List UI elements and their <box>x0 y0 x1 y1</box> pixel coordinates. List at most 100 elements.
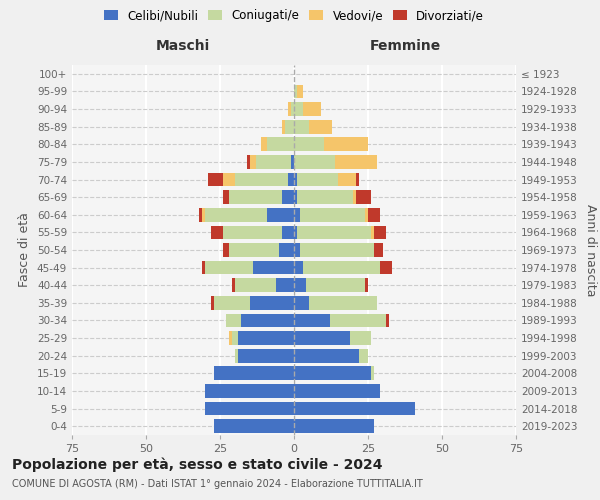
Bar <box>247 155 250 169</box>
Bar <box>300 208 365 222</box>
Bar <box>356 190 371 204</box>
Bar <box>297 172 338 186</box>
Bar <box>202 260 205 274</box>
Bar <box>226 314 241 328</box>
Bar <box>309 120 332 134</box>
Bar <box>294 331 350 345</box>
Bar <box>282 190 294 204</box>
Bar <box>214 366 294 380</box>
Bar <box>250 155 256 169</box>
Bar <box>268 208 294 222</box>
Bar <box>368 208 380 222</box>
Bar <box>380 260 392 274</box>
Y-axis label: Anni di nascita: Anni di nascita <box>584 204 597 296</box>
Bar <box>300 243 374 257</box>
Bar <box>223 226 282 239</box>
Bar <box>371 366 374 380</box>
Bar <box>303 102 320 116</box>
Bar <box>205 384 294 398</box>
Bar <box>294 366 371 380</box>
Bar <box>294 260 303 274</box>
Bar <box>371 226 374 239</box>
Bar <box>241 314 294 328</box>
Y-axis label: Fasce di età: Fasce di età <box>19 212 31 288</box>
Bar <box>232 331 238 345</box>
Bar <box>291 102 294 116</box>
Bar <box>223 172 235 186</box>
Bar <box>359 349 368 362</box>
Bar <box>350 331 371 345</box>
Bar <box>253 260 294 274</box>
Bar <box>232 278 235 292</box>
Bar <box>229 190 282 204</box>
Bar <box>202 208 205 222</box>
Bar <box>353 190 356 204</box>
Bar <box>294 402 415 415</box>
Bar <box>288 172 294 186</box>
Bar <box>229 331 232 345</box>
Bar <box>374 243 383 257</box>
Bar <box>294 155 335 169</box>
Bar <box>291 155 294 169</box>
Bar <box>294 314 329 328</box>
Bar <box>208 172 223 186</box>
Bar <box>199 208 202 222</box>
Text: Popolazione per età, sesso e stato civile - 2024: Popolazione per età, sesso e stato civil… <box>12 458 383 472</box>
Text: COMUNE DI AGOSTA (RM) - Dati ISTAT 1° gennaio 2024 - Elaborazione TUTTITALIA.IT: COMUNE DI AGOSTA (RM) - Dati ISTAT 1° ge… <box>12 479 423 489</box>
Bar <box>223 243 229 257</box>
Bar <box>356 172 359 186</box>
Bar <box>238 349 294 362</box>
Text: Maschi: Maschi <box>156 38 210 52</box>
Bar <box>294 120 309 134</box>
Bar <box>306 278 365 292</box>
Legend: Celibi/Nubili, Coniugati/e, Vedovi/e, Divorziati/e: Celibi/Nubili, Coniugati/e, Vedovi/e, Di… <box>99 4 489 26</box>
Bar <box>282 120 285 134</box>
Bar <box>294 349 359 362</box>
Bar <box>276 278 294 292</box>
Bar <box>282 226 294 239</box>
Bar <box>329 314 386 328</box>
Bar <box>262 138 268 151</box>
Bar <box>235 278 276 292</box>
Bar <box>365 278 368 292</box>
Bar <box>214 420 294 433</box>
Bar <box>211 226 223 239</box>
Bar <box>386 314 389 328</box>
Bar <box>235 172 288 186</box>
Bar <box>294 384 380 398</box>
Text: Femmine: Femmine <box>370 38 440 52</box>
Bar <box>294 226 297 239</box>
Bar <box>294 278 306 292</box>
Bar <box>297 190 353 204</box>
Bar <box>294 172 297 186</box>
Bar <box>338 172 356 186</box>
Bar <box>205 260 253 274</box>
Bar <box>294 208 300 222</box>
Bar <box>288 102 291 116</box>
Bar <box>365 208 368 222</box>
Bar <box>294 243 300 257</box>
Bar <box>374 226 386 239</box>
Bar <box>250 296 294 310</box>
Bar <box>285 120 294 134</box>
Bar <box>297 226 371 239</box>
Bar <box>235 349 238 362</box>
Bar <box>205 402 294 415</box>
Bar <box>205 208 268 222</box>
Bar <box>303 260 380 274</box>
Bar <box>294 102 303 116</box>
Bar <box>294 190 297 204</box>
Bar <box>335 155 377 169</box>
Bar <box>294 420 374 433</box>
Bar <box>294 138 323 151</box>
Bar <box>294 296 309 310</box>
Bar <box>223 190 229 204</box>
Bar <box>238 331 294 345</box>
Bar <box>309 296 377 310</box>
Bar <box>297 84 303 98</box>
Bar <box>214 296 250 310</box>
Bar <box>211 296 214 310</box>
Bar <box>323 138 368 151</box>
Bar <box>268 138 294 151</box>
Bar <box>279 243 294 257</box>
